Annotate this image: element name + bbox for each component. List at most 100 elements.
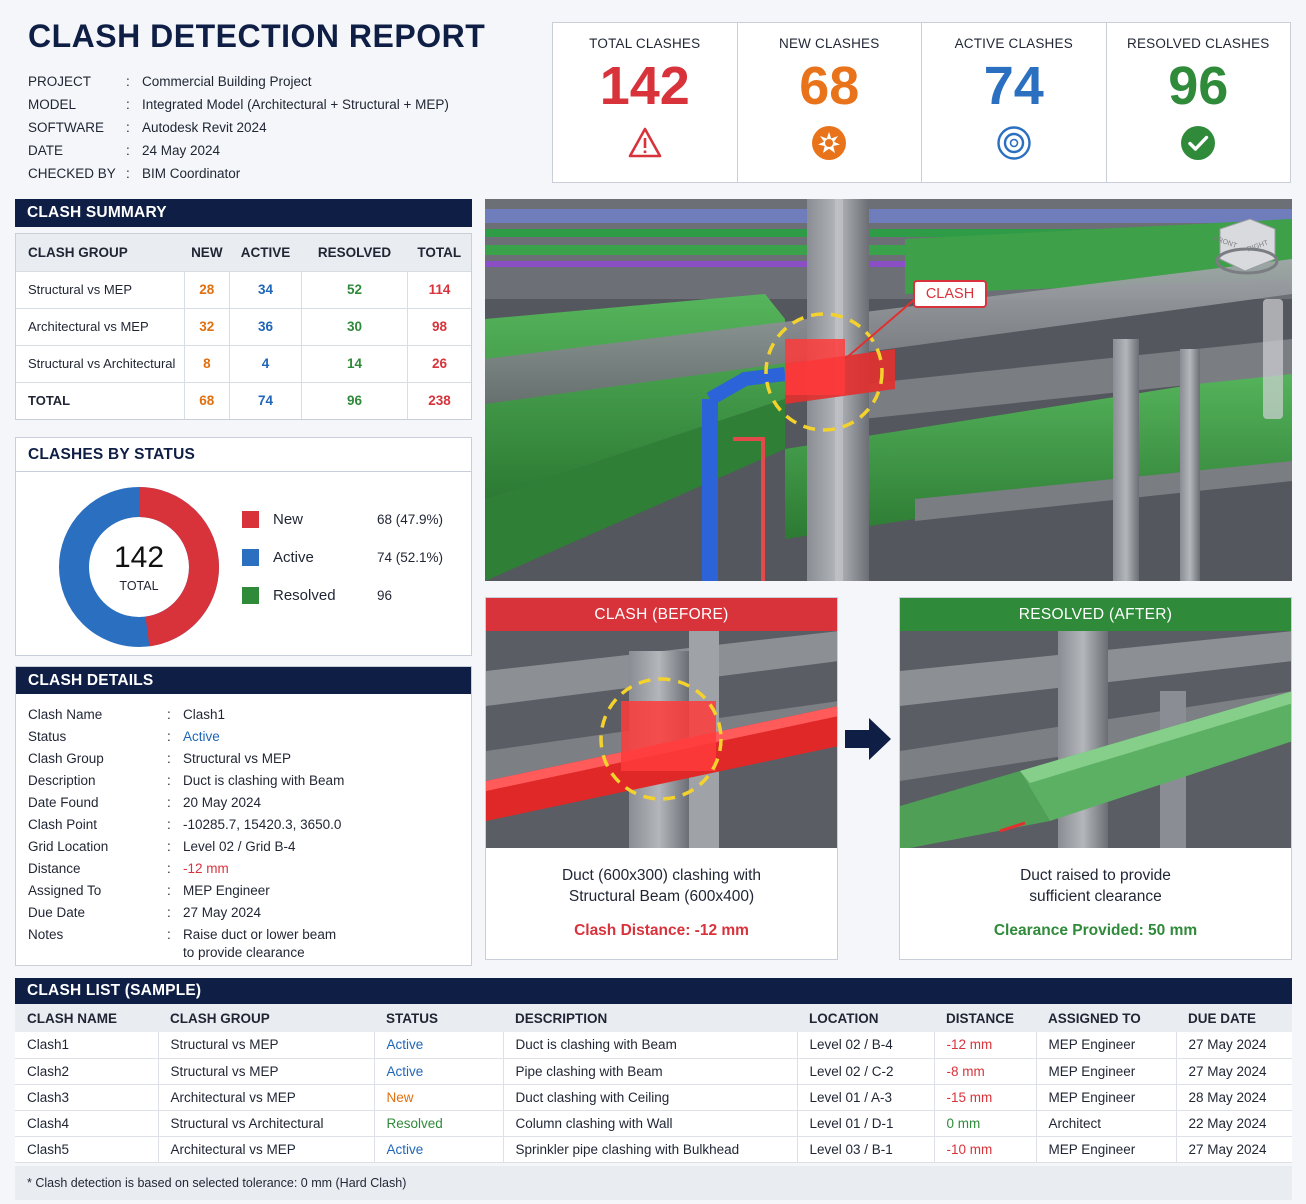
target-icon bbox=[997, 126, 1031, 160]
before-clash-distance: Clash Distance: -12 mm bbox=[574, 922, 749, 939]
detail-key: Status bbox=[28, 729, 67, 744]
before-description: Duct (600x300) clashing with Structural … bbox=[561, 867, 762, 905]
detail-row: Clash Group: Structural vs MEP bbox=[28, 748, 459, 770]
detail-value: Structural vs MEP bbox=[183, 751, 292, 766]
detail-row: Assigned To: MEP Engineer bbox=[28, 880, 459, 902]
after-title: RESOLVED (AFTER) bbox=[900, 598, 1291, 631]
clash-list-row[interactable]: Clash3 Architectural vs MEP New Duct clashi… bbox=[15, 1084, 1292, 1111]
detail-key: Clash Point bbox=[28, 817, 98, 832]
clash-list-cell: Column clashing with Wall bbox=[502, 1110, 797, 1137]
meta-row-checked-by: CHECKED BY: BIM Coordinator bbox=[28, 166, 241, 181]
clash-list-cell: MEP Engineer bbox=[1035, 1084, 1176, 1111]
warning-icon bbox=[628, 127, 662, 158]
detail-value: Raise duct or lower beam to provide clea… bbox=[183, 927, 337, 960]
detail-value: Active bbox=[183, 729, 220, 744]
clash-list-cell: MEP Engineer bbox=[1035, 1058, 1176, 1085]
report-meta: PROJECT: Commercial Building Project MODE… bbox=[28, 70, 508, 185]
detail-value: Duct is clashing with Beam bbox=[183, 773, 345, 788]
clash-list-cell: Architectural vs MEP bbox=[157, 1136, 374, 1163]
clash-list-cell: Structural vs Architectural bbox=[157, 1110, 374, 1137]
summary-row: Architectural vs MEP 32 36 30 98 bbox=[16, 307, 471, 345]
kpi-cards: TOTAL CLASHES 142 NEW CLASHES 68 ACTIVE … bbox=[552, 22, 1291, 183]
detail-key: Distance bbox=[28, 861, 81, 876]
after-render bbox=[900, 631, 1291, 848]
clash-list-cell: Duct clashing with Ceiling bbox=[502, 1084, 797, 1111]
clash-list-cell: Sprinkler pipe clashing with Bulkhead bbox=[502, 1136, 797, 1163]
summary-header-row: CLASH GROUP NEW ACTIVE RESOLVED TOTAL bbox=[16, 234, 471, 271]
column-header: CLASH NAME bbox=[15, 1004, 158, 1032]
clash-list-cell: Clash3 bbox=[15, 1084, 158, 1111]
clash-summary-title: CLASH SUMMARY bbox=[15, 199, 472, 227]
clash-list: CLASH NAME CLASH GROUP STATUS DESCRIPTION LO… bbox=[15, 1004, 1292, 1163]
clash-list-cell: Active bbox=[373, 1058, 503, 1085]
clash-list-row[interactable]: Clash4 Structural vs Architectural Resolve… bbox=[15, 1110, 1292, 1137]
clash-list-table: CLASH NAME CLASH GROUP STATUS DESCRIPTION LO… bbox=[15, 1004, 1292, 1163]
legend-swatch-new bbox=[242, 510, 259, 528]
status-legend: New 68 (47.9%) Active 74 (52.1%) Resolve… bbox=[242, 500, 462, 614]
clash-list-cell: Active bbox=[373, 1032, 503, 1059]
clash-list-cell: Clash2 bbox=[15, 1058, 158, 1085]
view-navigation-bar[interactable] bbox=[1263, 299, 1283, 419]
detail-key: Description bbox=[28, 773, 96, 788]
summary-total-row: TOTAL 68 74 96 238 bbox=[16, 381, 471, 419]
clash-list-cell: Clash4 bbox=[15, 1110, 158, 1137]
kpi-active-value: 74 bbox=[983, 56, 1044, 116]
burst-icon bbox=[812, 126, 847, 160]
before-title: CLASH (BEFORE) bbox=[486, 598, 837, 631]
detail-value: Level 02 / Grid B-4 bbox=[183, 839, 296, 854]
detail-value: -10285.7, 15420.3, 3650.0 bbox=[183, 817, 342, 832]
kpi-resolved: RESOLVED CLASHES 96 bbox=[1107, 23, 1291, 182]
legend-item-new: New 68 (47.9%) bbox=[242, 500, 462, 538]
clash-list-cell: 22 May 2024 bbox=[1175, 1110, 1292, 1137]
clash-list-cell: -8 mm bbox=[933, 1058, 1036, 1085]
before-image bbox=[486, 631, 837, 848]
clash-list-row[interactable]: Clash2 Structural vs MEP Active Pipe clashi… bbox=[15, 1058, 1292, 1085]
meta-row-software: SOFTWARE: Autodesk Revit 2024 bbox=[28, 120, 267, 135]
clash-list-cell: MEP Engineer bbox=[1035, 1136, 1176, 1163]
detail-row: Description: Duct is clashing with Beam bbox=[28, 770, 459, 792]
clash-list-cell: 28 May 2024 bbox=[1175, 1084, 1292, 1111]
legend-item-resolved: Resolved 96 bbox=[242, 576, 462, 614]
clash-list-cell: Clash1 bbox=[15, 1032, 158, 1059]
detail-value: MEP Engineer bbox=[183, 883, 270, 898]
kpi-new: NEW CLASHES 68 bbox=[738, 23, 922, 182]
clash-list-cell: MEP Engineer bbox=[1035, 1032, 1176, 1059]
clash-list-cell: Pipe clashing with Beam bbox=[502, 1058, 797, 1085]
clash-list-cell: 27 May 2024 bbox=[1175, 1032, 1292, 1059]
detail-key: Grid Location bbox=[28, 839, 109, 854]
detail-row: Distance: -12 mm bbox=[28, 858, 459, 880]
kpi-resolved-value: 96 bbox=[1168, 56, 1229, 116]
detail-row: Notes: Raise duct or lower beam to provid… bbox=[28, 924, 459, 962]
detail-key: Due Date bbox=[28, 905, 86, 920]
after-clearance: Clearance Provided: 50 mm bbox=[993, 922, 1198, 939]
clash-list-cell: 27 May 2024 bbox=[1175, 1136, 1292, 1163]
clash-list-row[interactable]: Clash5 Architectural vs MEP Active Sprinkle… bbox=[15, 1136, 1292, 1163]
detail-key: Clash Name bbox=[28, 707, 103, 722]
after-panel: RESOLVED (AFTER) Duct raised to provide … bbox=[899, 597, 1292, 960]
detail-row: Clash Name: Clash1 bbox=[28, 704, 459, 726]
status-donut: 142 TOTAL bbox=[58, 486, 220, 648]
detail-row: Grid Location: Level 02 / Grid B-4 bbox=[28, 836, 459, 858]
column-header: CLASH GROUP bbox=[158, 1004, 374, 1032]
report-title: CLASH DETECTION REPORT bbox=[28, 18, 486, 54]
footnote: * Clash detection is based on selected t… bbox=[15, 1166, 1292, 1200]
detail-value: Clash1 bbox=[183, 707, 226, 722]
model-3d-view[interactable]: CLASH FRONT RIGHT bbox=[485, 199, 1292, 581]
donut-total-label: TOTAL bbox=[119, 579, 159, 593]
column-header: ASSIGNED TO bbox=[1036, 1004, 1176, 1032]
arrow-right-icon bbox=[845, 718, 891, 760]
kpi-total-value: 142 bbox=[599, 56, 690, 116]
clash-details-panel: CLASH DETAILS Clash Name: Clash1 Status: Ac… bbox=[15, 666, 472, 966]
summary-row: Structural vs Architectural 8 4 14 26 bbox=[16, 344, 471, 382]
clash-list-cell: Structural vs MEP bbox=[157, 1032, 374, 1059]
clash-summary-panel: CLASH SUMMARY CLASH GROUP NEW ACTIVE RES… bbox=[15, 199, 472, 420]
clash-list-cell: Level 03 / B-1 bbox=[796, 1136, 934, 1163]
clash-list-cell: Level 02 / B-4 bbox=[796, 1032, 934, 1059]
detail-key: Clash Group bbox=[28, 751, 104, 766]
clash-list-row[interactable]: Clash1 Structural vs MEP Active Duct is cla… bbox=[15, 1032, 1292, 1059]
clashes-by-status-panel: CLASHES BY STATUS 142 TOTAL New 68 (47.9… bbox=[15, 437, 472, 656]
column-header: DISTANCE bbox=[934, 1004, 1036, 1032]
column-header: LOCATION bbox=[797, 1004, 934, 1032]
clash-list-cell: Structural vs MEP bbox=[157, 1058, 374, 1085]
detail-row: Status: Active bbox=[28, 726, 459, 748]
